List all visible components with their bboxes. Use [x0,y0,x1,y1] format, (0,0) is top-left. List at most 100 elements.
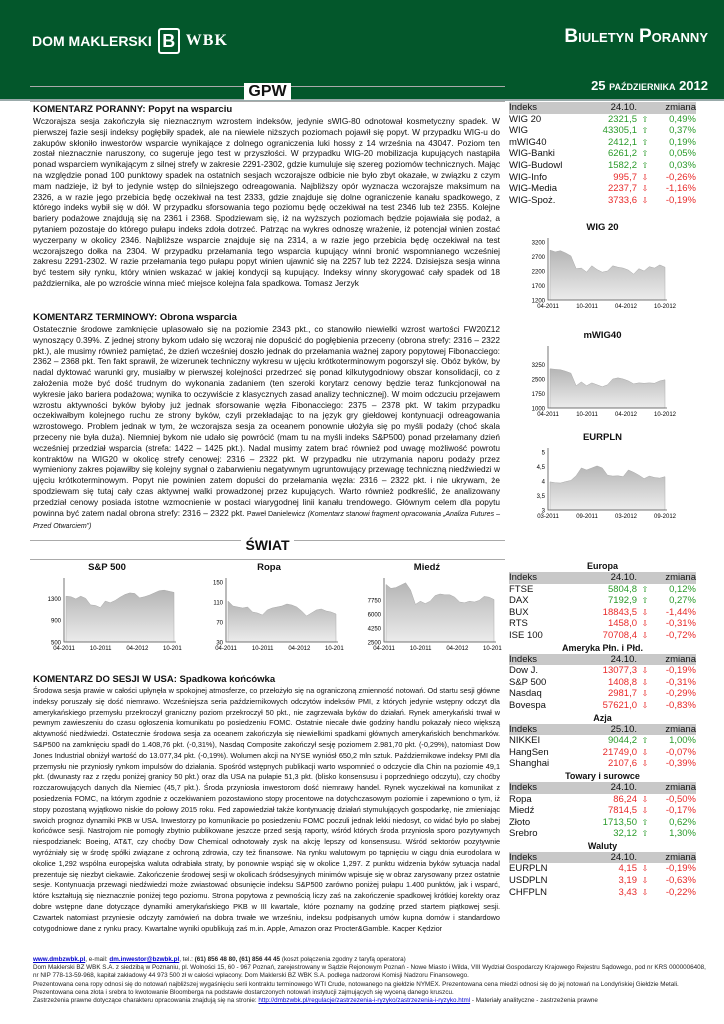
chart-title: Ropa [257,562,281,573]
table-row: WIG-Media 2237,7 ⇩ -1,16% [509,183,696,195]
table-header: Indeks 24.10. zmiana [509,851,696,864]
table-row: HangSen 21749,0 ⇩ -0,07% [509,747,696,759]
author-note: (Komentarz stanowi fragment opracowania … [33,510,500,531]
chart-svg: 5 4,5 4 3,5 303-2011 09-2011 03-2012 09-2012 [537,448,677,520]
article-futures: KOMENTARZ TERMINOWY: Obrona wsparcia Ost… [33,312,500,533]
arrow-up-icon: ⇧ [641,160,649,170]
index-value: 86,24 [613,793,637,805]
table-row: Dow J. 13077,3 ⇩ -0,19% [509,665,696,677]
index-change: -0,50% [665,793,696,805]
table-row: WIG-Budowl 1582,2 ⇧ 0,03% [509,160,696,172]
index-name: ISE 100 [509,629,543,641]
x-tick-label: 10-2012 [654,304,677,310]
table-row: WIG 43305,1 ⇧ 0,37% [509,125,696,137]
index-change: 0,03% [669,159,696,171]
disclaimer-link[interactable]: http://dmbzwbk.pl/regulacje/zastrzezenia… [258,997,471,1005]
index-change: 0,12% [669,583,696,595]
arrow-down-icon: ⇩ [641,689,649,699]
email-link[interactable]: dm.inwestor@bzwbk.pl [109,956,180,963]
chart-miedz: Miedź 7750 6000 4250 2500 04-2011 10-2011 04-20… [352,562,502,656]
x-tick-label: 10-2012 [325,646,344,652]
arrow-down-icon: ⇩ [641,700,649,710]
y-tick-label: 70 [216,621,223,627]
index-value: 7192,9 [607,595,637,607]
bulletin-date: 25 października 2012 [591,78,708,93]
index-change: -1,44% [665,606,696,618]
index-name: Shanghai [509,758,550,770]
y-tick-label: 900 [51,619,62,625]
table-row: DAX 7192,9 ⇧ 0,27% [509,595,696,607]
article-title: KOMENTARZ PORANNY: Popyt na wsparciu [33,104,233,115]
index-name: mWIG40 [509,136,547,148]
index-name: WIG 20 [509,113,542,125]
y-tick-label: 1000 [532,407,546,413]
x-tick-label: 04-2011 [373,646,395,652]
index-value: 13077,3 [602,665,637,677]
y-tick-label: 5 [542,451,546,457]
index-name: WIG-Banki [509,148,555,160]
index-change: -0,19% [665,863,696,875]
index-name: WIG-Spoż. [509,194,556,206]
table-row: WIG-Spoż. 3733,6 ⇩ -0,19% [509,195,696,207]
index-value: 6261,2 [607,148,637,160]
index-value: 5804,8 [607,583,637,595]
chart-sp500: S&P 500 1300 900 500 04-2011 10-2011 04-2012 10… [32,562,182,656]
index-name: CHFPLN [509,886,548,898]
table-header: Indeks 24.10. zmiana [509,653,696,666]
y-tick-label: 3250 [532,363,546,369]
index-value: 57621,0 [602,699,637,711]
index-change: 0,62% [669,816,696,828]
arrow-down-icon: ⇩ [641,864,649,874]
table-header: Indeks 25.10. zmiana [509,723,696,736]
x-tick-label: 09-2011 [576,514,598,520]
header-cell: zmiana [665,572,696,583]
y-tick-label: 2500 [368,641,382,647]
x-tick-label: 04-2011 [537,412,559,418]
table-header: Indeks 24.10. zmiana [509,102,696,114]
x-tick-label: 09-2012 [654,514,677,520]
header-cell: zmiana [665,851,696,863]
table-row: BUX 18843,5 ⇩ -1,44% [509,607,696,619]
y-tick-label: 4 [542,480,546,486]
arrow-down-icon: ⇩ [641,747,649,757]
chart-title: EURPLN [582,432,623,443]
index-change: 0,05% [669,148,696,160]
area-series [227,600,337,643]
y-tick-label: 1700 [532,284,546,290]
x-tick-label: 04-2012 [288,646,311,652]
x-tick-label: 04-2011 [215,646,237,652]
phone: (61) 856 48 80, (61) 856 44 45 [194,956,281,963]
arrow-up-icon: ⇧ [641,126,649,136]
brand-wbk: WBK [185,32,228,49]
table-row: NIKKEI 9044,2 ⇧ 1,00% [509,735,696,747]
site-link[interactable]: www.dmbzwbk.pl [33,956,86,963]
index-value: 2237,7 [607,183,637,195]
y-tick-label: 2700 [532,255,546,261]
index-name: WIG [509,125,528,137]
header-cell: Indeks [509,653,537,665]
y-tick-label: 30 [216,641,223,647]
section-gpw: GPW [30,83,505,102]
table-row: Miedź 7814,5 ⇩ -0,17% [509,805,696,817]
index-value: 4,15 [618,863,638,875]
body-text: Ostatecznie środowe zamknięcie uplasował… [33,324,500,518]
y-tick-label: 4,5 [537,465,546,471]
header-cell: Indeks [509,102,537,113]
table-row: Bovespa 57621,0 ⇩ -0,83% [509,700,696,712]
index-name: Dow J. [509,665,539,677]
index-change: -0,29% [665,688,696,700]
index-change: 1,00% [669,735,696,747]
table-row: WIG 20 2321,5 ⇧ 0,49% [509,114,696,126]
brand-name: DOM MAKLERSKI [32,33,152,49]
index-name: Złoto [509,816,531,828]
table-header: Indeks 24.10. zmiana [509,572,696,584]
header-cell: 25.10. [610,723,637,735]
y-tick-label: 3200 [532,241,546,247]
index-name: HangSen [509,746,549,758]
footer: www.dmbzwbk.pl, e-mail: dm.inwestor@bzwb… [33,956,713,1005]
tel-label: , tel.: [179,956,195,963]
